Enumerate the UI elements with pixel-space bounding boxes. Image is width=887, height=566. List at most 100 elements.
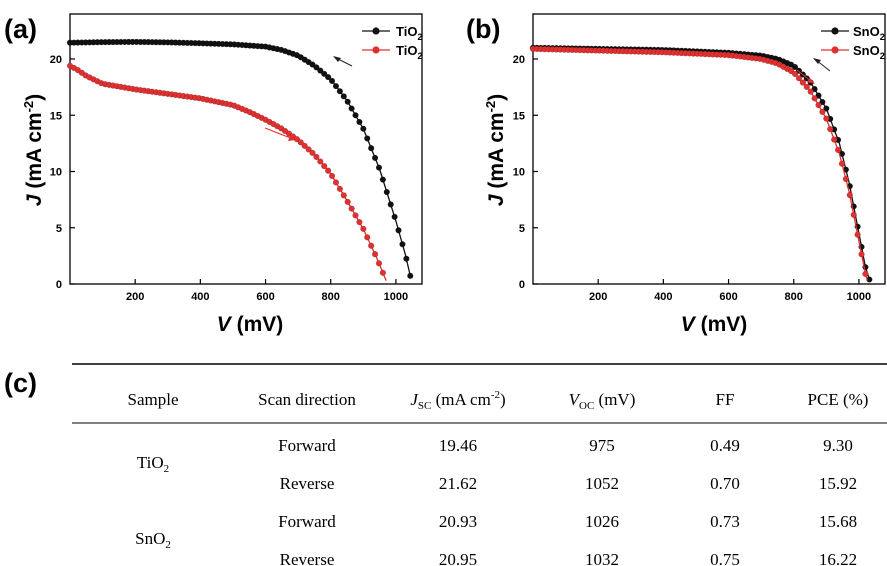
x-tick-label: 800 bbox=[322, 291, 340, 303]
cell-jsc: 21.62 bbox=[439, 474, 477, 493]
cell-voc: 975 bbox=[589, 436, 615, 455]
data-point-reverse bbox=[360, 125, 367, 132]
header-ff: FF bbox=[716, 390, 735, 409]
data-point-reverse bbox=[823, 105, 830, 112]
table-row: Reverse 21.62 1052 0.70 15.92 bbox=[280, 474, 858, 493]
y-tick-label: 15 bbox=[513, 110, 525, 122]
data-point-forward bbox=[811, 95, 818, 102]
cell-scan: Forward bbox=[278, 436, 336, 455]
cell-pce: 15.92 bbox=[819, 474, 857, 493]
y-tick-label: 5 bbox=[56, 223, 62, 235]
y-tick-label: 10 bbox=[50, 167, 62, 179]
data-point-forward bbox=[336, 185, 343, 192]
data-point-forward bbox=[799, 79, 806, 86]
x-tick-label: 400 bbox=[654, 291, 672, 303]
data-point-forward bbox=[332, 179, 340, 186]
data-point-reverse bbox=[387, 201, 394, 208]
y-axis-label-a: J (mA cm-2) bbox=[21, 94, 46, 206]
data-point-forward bbox=[305, 146, 312, 153]
data-point-reverse bbox=[328, 77, 336, 85]
panel-label-b: (b) bbox=[466, 14, 500, 44]
series-line-reverse bbox=[532, 47, 870, 280]
cell-ff: 0.49 bbox=[710, 436, 740, 455]
sample-sno2: SnO2 bbox=[135, 529, 171, 551]
x-tick-label: 800 bbox=[785, 291, 803, 303]
results-table: Sample Scan direction JSC (mA cm-2) VOC … bbox=[72, 363, 887, 566]
axis-ticks-a: 200 400 600 800 1000 0 5 10 15 20 bbox=[50, 54, 408, 303]
plot-frame-a bbox=[69, 13, 423, 285]
y-axis-label-b: J (mA cm-2) bbox=[483, 94, 508, 206]
data-point-forward bbox=[850, 211, 857, 218]
data-point-forward bbox=[791, 70, 799, 78]
data-point-forward bbox=[823, 115, 830, 122]
data-point-reverse bbox=[791, 63, 799, 71]
data-point-reverse bbox=[371, 154, 379, 162]
x-tick-label: 200 bbox=[589, 291, 607, 303]
y-tick-label: 20 bbox=[513, 54, 525, 66]
data-point-reverse bbox=[325, 73, 332, 81]
data-point-reverse bbox=[383, 188, 390, 196]
x-tick-label: 600 bbox=[256, 291, 274, 303]
y-tick-label: 20 bbox=[50, 54, 62, 66]
x-tick-label: 600 bbox=[719, 291, 737, 303]
cell-voc: 1026 bbox=[585, 512, 619, 531]
series-line-reverse bbox=[69, 41, 412, 278]
series-line-forward bbox=[532, 48, 869, 281]
x-tick-label: 400 bbox=[191, 291, 209, 303]
data-point-forward bbox=[344, 198, 351, 205]
cell-pce: 15.68 bbox=[819, 512, 857, 531]
data-point-reverse bbox=[364, 135, 371, 142]
data-point-forward bbox=[862, 270, 869, 277]
data-point-forward bbox=[325, 167, 332, 174]
data-point-forward bbox=[309, 149, 316, 156]
table-row: Reverse 20.95 1032 0.75 16.22 bbox=[280, 550, 858, 566]
y-tick-label: 15 bbox=[50, 110, 62, 122]
cell-scan: Reverse bbox=[280, 474, 335, 493]
data-point-reverse bbox=[336, 88, 343, 95]
data-point-forward bbox=[838, 160, 846, 167]
data-point-reverse bbox=[399, 241, 406, 248]
panel-label-a: (a) bbox=[4, 14, 37, 44]
header-voc: VOC (mV) bbox=[569, 390, 636, 412]
data-point-forward bbox=[317, 158, 324, 165]
data-point-forward bbox=[815, 102, 822, 109]
data-point-forward bbox=[375, 260, 383, 267]
data-point-forward bbox=[827, 125, 834, 133]
data-point-reverse bbox=[403, 255, 410, 262]
x-tick-label: 1000 bbox=[847, 291, 871, 303]
series-group-a bbox=[66, 38, 414, 281]
data-point-forward bbox=[834, 146, 842, 154]
data-point-reverse bbox=[348, 105, 355, 112]
data-point-reverse bbox=[332, 82, 340, 90]
series-line-forward bbox=[69, 65, 387, 281]
legend-label-a-reverse: TiO2 bbox=[396, 24, 422, 42]
legend-label-b-forward: SnO2 bbox=[853, 43, 885, 61]
data-point-forward bbox=[807, 88, 814, 95]
data-point-forward bbox=[328, 172, 336, 180]
data-point-reverse bbox=[391, 213, 398, 220]
data-point-reverse bbox=[395, 227, 402, 234]
data-point-reverse bbox=[356, 118, 363, 126]
data-point-reverse bbox=[375, 164, 383, 171]
cell-scan: Reverse bbox=[280, 550, 335, 566]
data-point-reverse bbox=[313, 64, 320, 71]
cell-jsc: 19.46 bbox=[439, 436, 477, 455]
data-point-forward bbox=[846, 191, 853, 199]
series-group-b bbox=[529, 44, 873, 283]
data-point-forward bbox=[297, 139, 304, 146]
cell-jsc: 20.93 bbox=[439, 512, 477, 531]
data-point-forward bbox=[842, 175, 849, 183]
jv-plot-a: 200 400 600 800 1000 0 5 10 15 20 TiO2 TiO2 V (mV… bbox=[21, 13, 423, 336]
data-point-reverse bbox=[819, 98, 826, 106]
legend-b: SnO2 SnO2 bbox=[821, 24, 885, 61]
cell-voc: 1032 bbox=[585, 550, 619, 566]
data-point-forward bbox=[301, 142, 308, 149]
x-axis-label-a: V (mV) bbox=[217, 313, 284, 336]
panel-label-c: (c) bbox=[4, 368, 37, 398]
data-point-forward bbox=[795, 75, 803, 82]
data-point-forward bbox=[348, 205, 355, 212]
scan-arrow-reverse-b bbox=[813, 58, 831, 72]
cell-ff: 0.70 bbox=[710, 474, 740, 493]
y-tick-label: 5 bbox=[519, 223, 525, 235]
